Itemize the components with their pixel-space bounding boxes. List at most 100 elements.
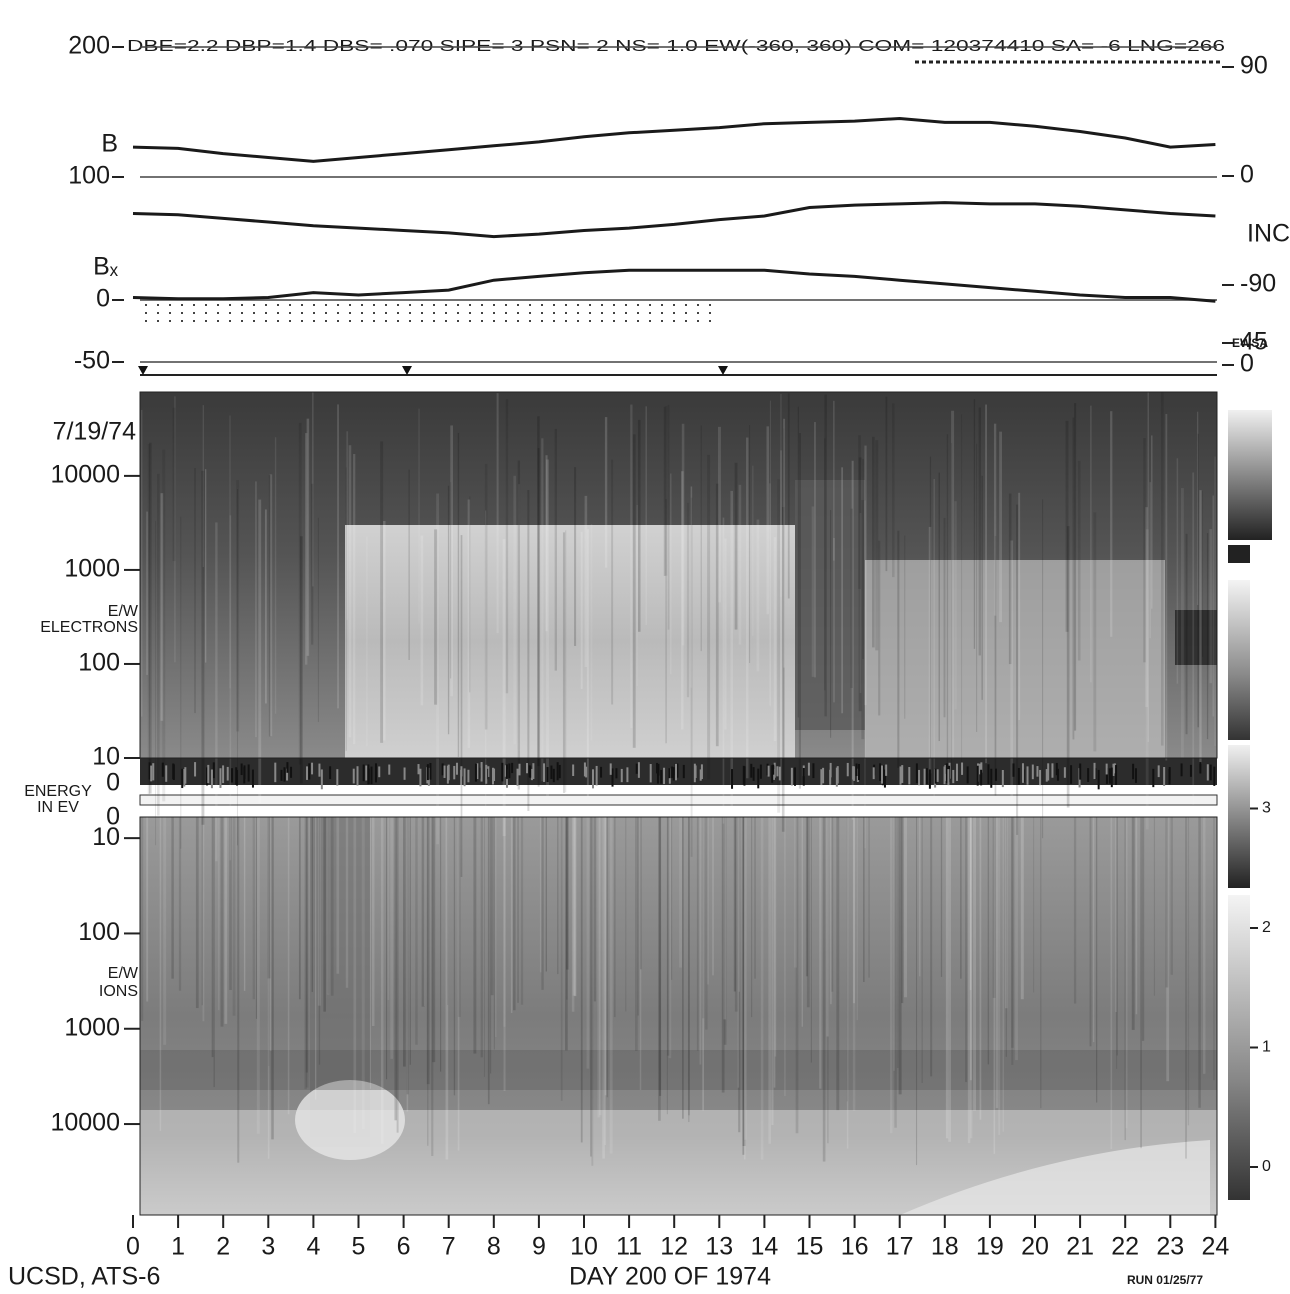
strip-spike: [1157, 765, 1160, 778]
streak: [312, 392, 314, 587]
strip-spike: [637, 762, 640, 778]
x-tick-label: 14: [750, 1233, 778, 1261]
y2-tick-label: 0: [1240, 161, 1254, 189]
streak: [893, 817, 895, 1071]
strip-spike: [635, 763, 638, 774]
streak: [436, 493, 440, 845]
streak: [1198, 817, 1201, 1108]
streak: [146, 511, 149, 675]
streak: [434, 529, 438, 705]
strip-spike: [943, 766, 946, 785]
streak: [1008, 493, 1012, 665]
streak: [632, 434, 636, 748]
streak: [386, 817, 388, 1080]
y-tick-label: 10000: [50, 460, 120, 488]
streak: [327, 817, 330, 994]
streak: [1160, 392, 1164, 746]
streak: [311, 483, 314, 645]
streak: [930, 817, 933, 1077]
streak: [426, 817, 430, 1085]
streak: [204, 469, 207, 663]
strip-spike: [1055, 762, 1058, 776]
streak: [520, 817, 524, 1005]
strip-spike: [693, 763, 696, 783]
streak: [938, 472, 940, 742]
strip-spike: [552, 768, 555, 783]
streak: [243, 817, 246, 991]
ion-blob: [295, 1080, 405, 1160]
electron-colorbar-3: [1228, 745, 1250, 888]
streak: [484, 463, 488, 730]
strip-spike: [352, 768, 355, 784]
strip-spike: [595, 765, 598, 786]
streak: [513, 475, 516, 745]
streak: [224, 817, 228, 1024]
streak: [780, 394, 782, 598]
strip-spike: [240, 763, 243, 776]
strip-spike: [550, 765, 553, 779]
streak: [690, 486, 693, 688]
streak: [146, 817, 149, 1002]
strip-spike: [403, 767, 406, 780]
streak: [829, 817, 832, 1005]
streak: [1165, 817, 1169, 988]
series-label: INC: [1247, 220, 1290, 248]
strip-spike: [222, 765, 225, 784]
strip-spike: [161, 762, 164, 777]
streak: [890, 817, 893, 1134]
strip-spike: [290, 766, 293, 778]
strip-spike: [915, 763, 918, 784]
x-tick-label: 15: [796, 1233, 824, 1261]
streak: [317, 817, 321, 1006]
strip-spike: [1163, 767, 1166, 786]
strip-spike: [600, 766, 603, 778]
streak: [833, 400, 835, 561]
streak: [557, 817, 559, 975]
streak: [1196, 411, 1199, 605]
streak: [892, 403, 895, 578]
streak: [323, 817, 326, 1012]
strip-spike: [1206, 764, 1209, 781]
streak: [702, 817, 704, 1111]
streak: [406, 817, 409, 1095]
streak: [773, 537, 777, 742]
electron-injection: [345, 525, 795, 758]
y-tick-label: 10: [92, 743, 120, 771]
streak: [450, 425, 453, 697]
streak: [805, 817, 808, 977]
streak: [1185, 533, 1188, 735]
streak: [493, 817, 496, 1050]
strip-spike: [181, 768, 184, 789]
streak: [229, 817, 232, 990]
streak: [1020, 817, 1024, 1000]
streak: [1040, 817, 1042, 1109]
strip-spike: [455, 762, 458, 775]
streak: [298, 817, 301, 1000]
strip-spike: [976, 765, 979, 786]
streak: [586, 529, 589, 797]
streak: [427, 817, 429, 1146]
x-tick-label: 5: [352, 1233, 366, 1261]
streak: [951, 443, 953, 780]
x-tick-label: 6: [397, 1233, 411, 1261]
streak: [155, 520, 157, 846]
strip-spike: [493, 768, 496, 782]
streak: [637, 817, 639, 1016]
streak: [215, 522, 218, 862]
streak: [1145, 529, 1149, 830]
streak: [174, 396, 176, 663]
streak: [541, 438, 544, 782]
streak: [1016, 504, 1019, 835]
streak: [537, 416, 540, 767]
strip-spike: [591, 769, 594, 789]
streak: [969, 817, 972, 991]
streak: [1010, 540, 1014, 803]
streak: [781, 507, 785, 832]
strip-spike: [311, 762, 314, 775]
streak: [1185, 817, 1187, 1159]
y-label: ELECTRONS: [40, 619, 138, 636]
streak: [856, 817, 858, 1021]
streak: [591, 817, 594, 1166]
streak: [218, 817, 220, 1011]
strip-spike: [362, 764, 365, 782]
